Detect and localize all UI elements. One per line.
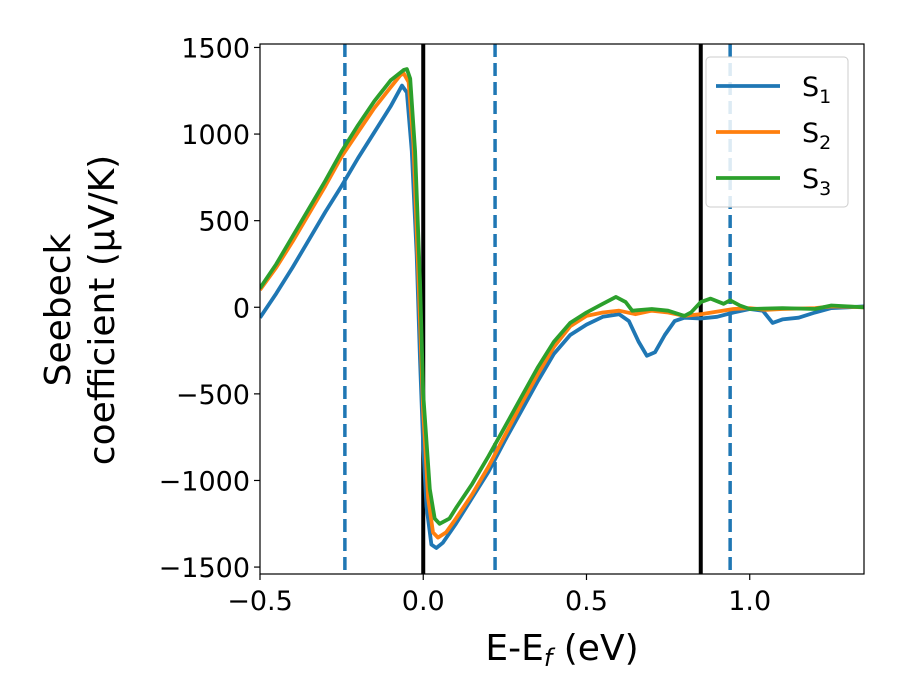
plot-frame — [259, 43, 865, 575]
legend-label-2: S2 — [802, 118, 831, 154]
series-line-2 — [260, 71, 864, 540]
x-axis-ticks: −0.5 0.0 0.5 1.0 — [227, 574, 771, 617]
y-tick-label-4: −500 — [176, 380, 250, 411]
y-axis-title-line-1: Seebeck — [38, 233, 79, 386]
legend-label-1: S1 — [802, 72, 831, 108]
x-tick-label-1: 0.0 — [402, 586, 445, 617]
y-tick-label-5: −1000 — [159, 466, 250, 497]
legend: S1 S2 S3 — [705, 56, 849, 208]
reference-lines — [343, 44, 732, 574]
y-axis-title-line-2: coefficient (µV/K) — [82, 155, 123, 465]
series-line-3 — [260, 67, 864, 526]
series-lines — [260, 67, 864, 550]
x-tick-label-2: 0.5 — [565, 586, 608, 617]
legend-label-3: S3 — [802, 164, 831, 200]
y-tick-label-3: 0 — [233, 293, 250, 324]
y-axis-ticks: 1500 1000 500 0 −500 −1000 −1500 — [159, 33, 260, 584]
y-tick-label-2: 500 — [198, 207, 250, 238]
y-tick-label-0: 1500 — [181, 33, 250, 64]
x-axis-title: E-Ef (eV) — [485, 628, 638, 672]
x-tick-label-0: −0.5 — [227, 586, 293, 617]
x-tick-label-3: 1.0 — [728, 586, 771, 617]
y-tick-label-6: −1500 — [159, 553, 250, 584]
y-axis-title: Seebeck coefficient (µV/K) — [38, 155, 123, 465]
y-tick-label-1: 1000 — [181, 120, 250, 151]
